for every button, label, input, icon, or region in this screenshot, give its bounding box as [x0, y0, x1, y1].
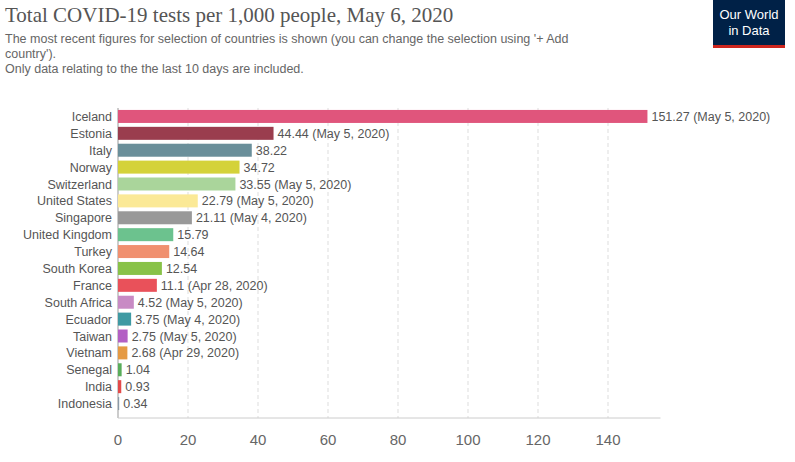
category-label: France — [73, 279, 112, 293]
tick-label: 0 — [114, 431, 122, 448]
tick-label: 40 — [250, 431, 267, 448]
data-label: 38.22 — [256, 144, 287, 158]
data-label: 0.93 — [125, 380, 149, 394]
bar — [118, 380, 121, 393]
category-label: Iceland — [72, 110, 112, 124]
subtitle: Only data relating to the the last 10 da… — [5, 62, 304, 76]
category-label: Senegal — [66, 363, 112, 377]
category-label: United Kingdom — [23, 228, 112, 242]
bar — [118, 110, 647, 123]
bar — [118, 262, 162, 275]
data-label: 4.52 (May 5, 2020) — [138, 296, 243, 310]
data-label: 1.04 — [126, 363, 150, 377]
category-label: Singapore — [55, 211, 112, 225]
data-label: 33.55 (May 5, 2020) — [239, 178, 351, 192]
bar — [118, 346, 127, 359]
category-label: Norway — [70, 161, 113, 175]
data-label: 12.54 — [166, 262, 197, 276]
bar — [118, 296, 134, 309]
data-label: 21.11 (May 4, 2020) — [196, 211, 307, 225]
bar — [118, 330, 128, 343]
x-axis-line — [118, 418, 661, 419]
data-label: 34.72 — [244, 161, 275, 175]
tick-label: 120 — [525, 431, 550, 448]
category-label: United States — [37, 194, 112, 208]
category-label: South Korea — [43, 262, 113, 276]
grid-line — [468, 108, 469, 418]
bar — [118, 211, 192, 224]
category-label: India — [85, 380, 112, 394]
tick-label: 60 — [320, 431, 337, 448]
data-label: 14.64 — [173, 245, 204, 259]
bar — [118, 279, 157, 292]
subtitle: country'). — [5, 47, 56, 61]
category-label: Italy — [89, 144, 113, 158]
logo-text: Our World — [720, 7, 779, 22]
category-label: South Africa — [45, 296, 112, 310]
grid-line — [398, 108, 399, 418]
chart: Total COVID-19 tests per 1,000 people, M… — [0, 0, 795, 462]
data-label: 151.27 (May 5, 2020) — [651, 110, 770, 124]
tick-label: 140 — [595, 431, 620, 448]
data-label: 11.1 (Apr 28, 2020) — [161, 279, 268, 293]
data-label: 2.75 (May 5, 2020) — [132, 330, 237, 344]
tick-label: 20 — [180, 431, 197, 448]
bar — [118, 228, 173, 241]
logo-stripe — [713, 45, 785, 48]
logo-text: in Data — [728, 23, 770, 38]
bar — [118, 161, 240, 174]
bar — [118, 178, 235, 191]
bar — [118, 363, 122, 376]
subtitle: The most recent figures for selection of… — [5, 32, 569, 46]
category-label: Estonia — [70, 127, 112, 141]
bar — [118, 397, 119, 410]
logo-box — [713, 0, 785, 48]
data-label: 2.68 (Apr 29, 2020) — [131, 346, 239, 360]
data-label: 3.75 (May 4, 2020) — [135, 313, 240, 327]
bar — [118, 144, 252, 157]
data-label: 22.79 (May 5, 2020) — [202, 194, 314, 208]
category-label: Indonesia — [58, 397, 112, 411]
bar — [118, 313, 131, 326]
category-label: Turkey — [74, 245, 112, 259]
tick-label: 100 — [455, 431, 480, 448]
bar — [118, 127, 274, 140]
category-label: Vietnam — [66, 346, 112, 360]
grid-line — [328, 108, 329, 418]
labels: Iceland 151.27 (May 5, 2020) Estonia 44.44 … — [23, 110, 770, 411]
data-label: 44.44 (May 5, 2020) — [278, 127, 390, 141]
category-label: Switzerland — [47, 178, 112, 192]
tick-label: 80 — [390, 431, 407, 448]
bar — [118, 245, 169, 258]
bars — [118, 110, 647, 410]
category-label: Ecuador — [65, 313, 112, 327]
grid-line — [608, 108, 609, 418]
data-label: 0.34 — [123, 397, 147, 411]
title: Total COVID-19 tests per 1,000 people, M… — [5, 3, 453, 27]
grid-line — [538, 108, 539, 418]
data-label: 15.79 — [177, 228, 208, 242]
bar — [118, 194, 198, 207]
category-label: Taiwan — [73, 330, 112, 344]
